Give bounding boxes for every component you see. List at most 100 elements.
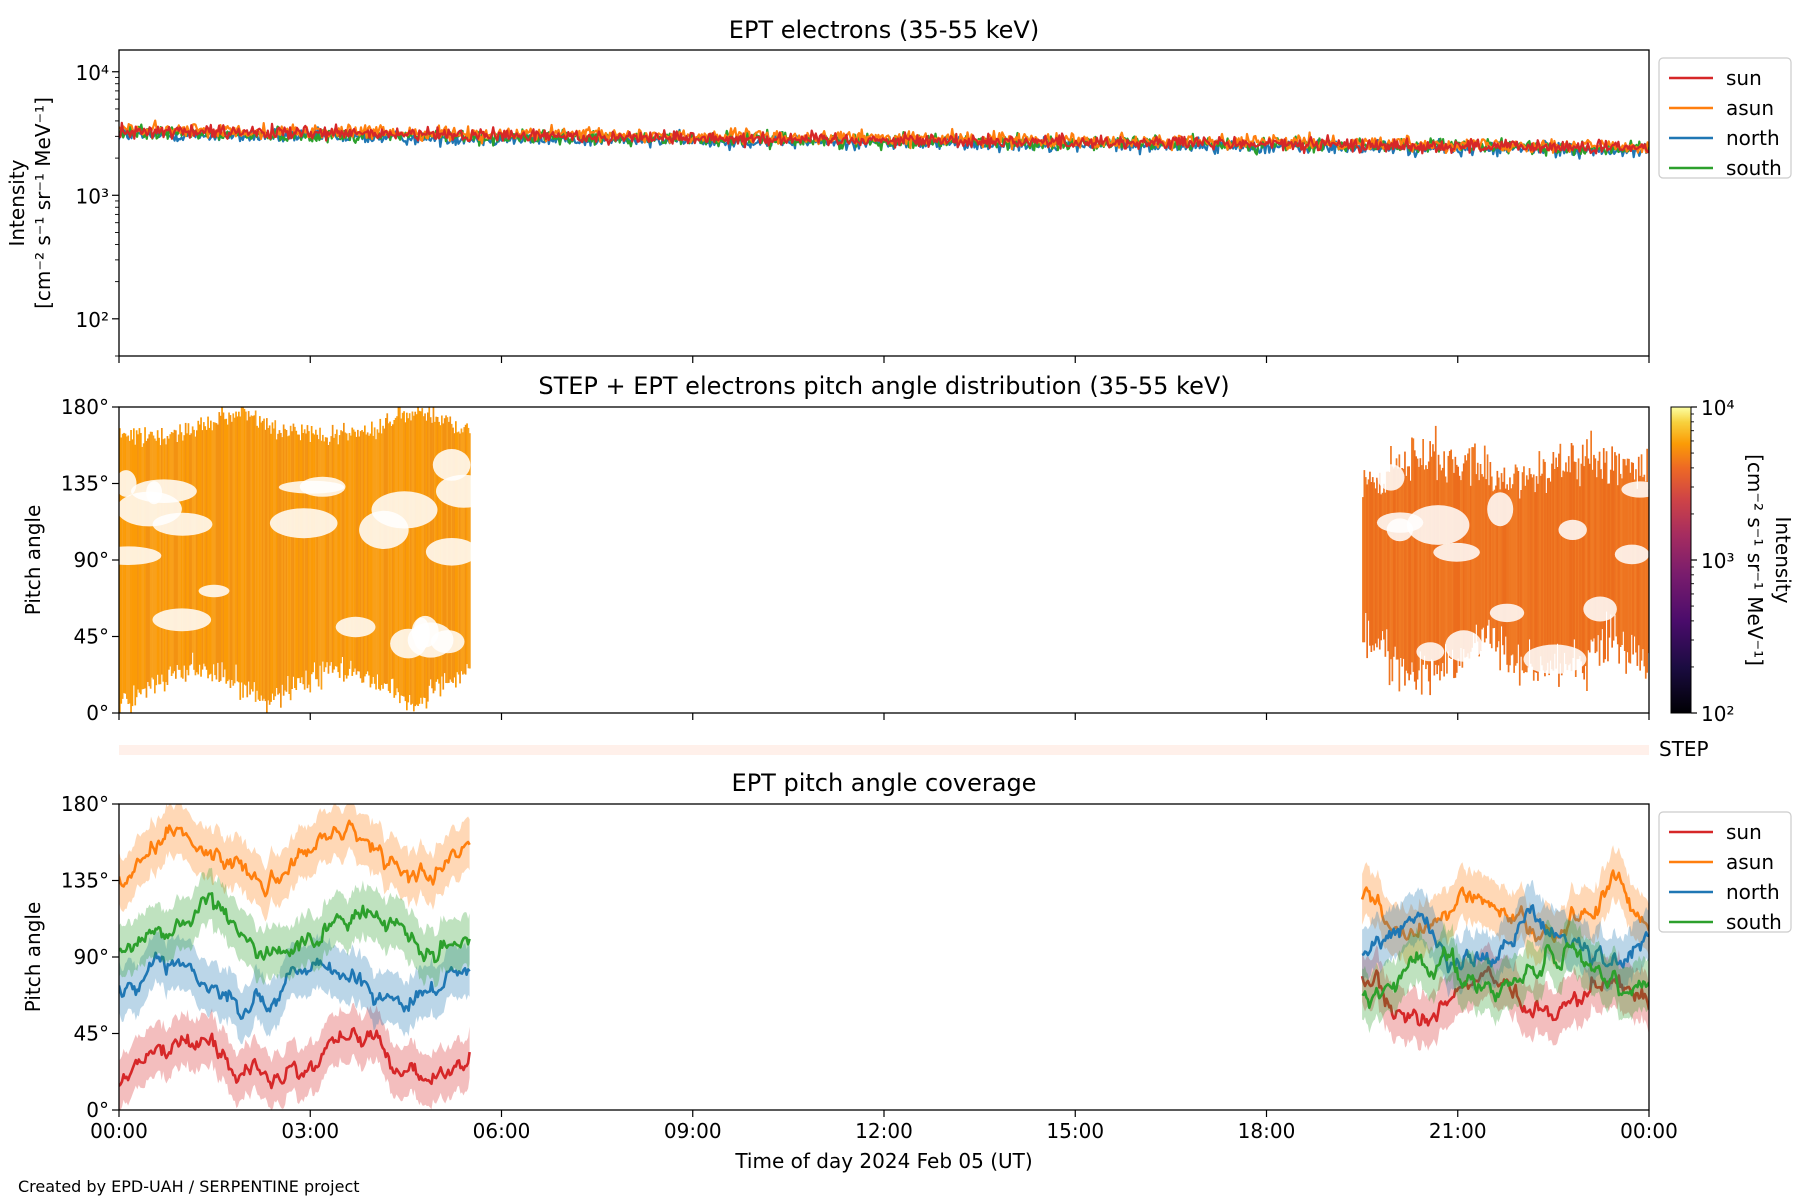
heatmap-column [1406, 466, 1409, 674]
heatmap-column [1583, 466, 1585, 680]
heatmap-column [1391, 466, 1394, 682]
heatmap-column [1558, 453, 1560, 687]
coverage-line-south [119, 891, 471, 964]
heatmap-column [390, 426, 393, 680]
heatmap-column [130, 430, 132, 713]
heatmap-column [1367, 479, 1370, 621]
heatmap-column [120, 437, 123, 704]
heatmap-column [247, 411, 250, 682]
heatmap-column [1432, 444, 1434, 661]
panel2-title: STEP + EPT electrons pitch angle distrib… [538, 372, 1229, 400]
heatmap-column [1584, 456, 1587, 667]
heatmap-column [1469, 485, 1472, 652]
heatmap-column [281, 437, 284, 685]
heatmap-column [1588, 463, 1591, 653]
heatmap-column [210, 420, 212, 674]
heatmap-column [256, 425, 258, 691]
heatmap-column [1478, 480, 1480, 657]
panel3-ytick-label: 135° [61, 869, 109, 893]
heatmap-column [1437, 454, 1440, 666]
heatmap-column [361, 430, 363, 683]
heatmap-column [308, 431, 310, 685]
heatmap-column [1528, 468, 1531, 640]
heatmap-column [193, 429, 195, 670]
panel3-xtick-label: 00:00 [90, 1119, 148, 1143]
heatmap-column [217, 424, 219, 663]
heatmap-column [305, 433, 307, 671]
heatmap-column [221, 407, 223, 663]
heatmap-column [1433, 451, 1436, 676]
coverage-line-north [119, 951, 471, 1021]
heatmap-column [225, 418, 228, 684]
heatmap-column [189, 434, 191, 666]
heatmap-column [204, 426, 207, 667]
heatmap-column [274, 420, 277, 697]
heatmap-column [196, 430, 198, 673]
heatmap-column [1369, 471, 1371, 646]
heatmap-column [1482, 476, 1485, 628]
heatmap-column [1565, 462, 1567, 665]
heatmap-column [313, 434, 316, 663]
heatmap-column [364, 425, 366, 677]
heatmap-column [1560, 477, 1563, 676]
heatmap-column [369, 433, 372, 688]
heatmap-column [348, 433, 351, 669]
heatmap-column [406, 412, 408, 711]
heatmap-column [1614, 452, 1616, 615]
heatmap-column [1479, 464, 1482, 651]
heatmap-column [1392, 468, 1395, 657]
heatmap-column [194, 436, 197, 676]
panel3-xtick-label: 21:00 [1429, 1119, 1487, 1143]
heatmap-column [1518, 498, 1521, 686]
heatmap-column [393, 420, 396, 698]
heatmap-column [145, 440, 148, 698]
heatmap-column [1441, 467, 1444, 664]
heatmap-column [1525, 475, 1528, 673]
heatmap-column [380, 433, 383, 685]
heatmap-column [259, 416, 261, 701]
heatmap-column [1601, 478, 1604, 630]
heatmap-column [296, 434, 299, 679]
heatmap-column [1418, 466, 1420, 671]
panel3-ytick-label: 180° [61, 792, 109, 816]
heatmap-column [200, 417, 202, 677]
heatmap-column [1364, 477, 1367, 613]
heatmap-column [1577, 458, 1580, 659]
heatmap-column [169, 434, 172, 667]
heatmap-column [267, 428, 270, 701]
heatmap-column [175, 430, 177, 679]
heatmap-column [1440, 470, 1443, 672]
heatmap-column [197, 420, 200, 675]
heatmap-column [1493, 489, 1496, 628]
heatmap-column [1460, 480, 1462, 648]
heatmap-column [371, 421, 373, 684]
heatmap-column [250, 415, 253, 690]
colorbar-label: Intensity [1771, 516, 1795, 603]
heatmap-column [1605, 451, 1608, 612]
heatmap-column [320, 440, 323, 690]
heatmap-column [1419, 458, 1422, 652]
heatmap-column [1542, 459, 1545, 671]
heatmap-column [126, 436, 128, 699]
heatmap-column [203, 422, 205, 664]
heatmap-column [420, 411, 422, 698]
heatmap-column [410, 420, 412, 705]
panel3-ytick-label: 0° [86, 1098, 109, 1122]
heatmap-column [368, 435, 370, 676]
coverage-band-south [1362, 917, 1649, 1034]
heatmap-column [1453, 472, 1455, 679]
heatmap-column [1395, 458, 1398, 660]
heatmap-column [1499, 489, 1501, 671]
heatmap-column [1413, 450, 1416, 682]
heatmap-column [298, 434, 300, 679]
heatmap-column [245, 411, 247, 686]
heatmap-column [408, 413, 411, 695]
heatmap-column [392, 424, 394, 679]
heatmap-column [1457, 466, 1459, 659]
heatmap-column [1549, 481, 1552, 661]
heatmap-column [1497, 477, 1500, 642]
heatmap-column [1527, 479, 1529, 668]
heatmap-column [1483, 445, 1486, 643]
heatmap-column [1586, 439, 1588, 691]
heatmap-column [246, 420, 249, 698]
